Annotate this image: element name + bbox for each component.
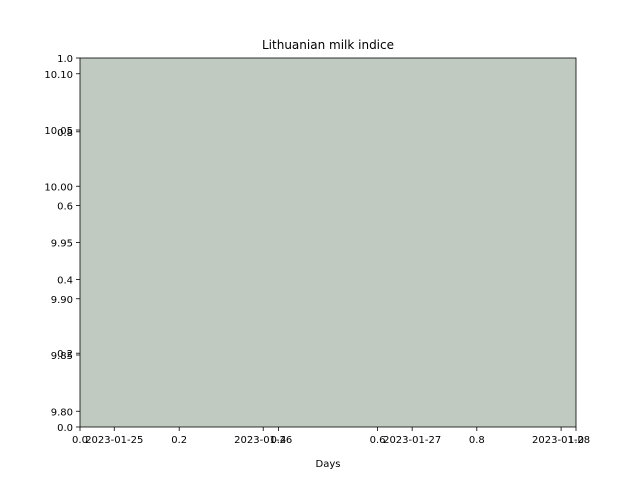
- twin-y-tick-label: 0.8: [57, 128, 73, 139]
- chart-title: Lithuanian milk indice: [262, 38, 394, 52]
- y-tick-label: 10.00: [44, 182, 73, 193]
- axes-ticks: 2023-01-25 2023-01-26 2023-01-27 2023-01-28…: [44, 54, 590, 446]
- plot-area: [80, 58, 576, 427]
- x-date-tick-label: 2023-01-28: [532, 435, 590, 446]
- y-tick-label: 9.90: [51, 295, 73, 306]
- y-tick-label: 10.10: [44, 70, 73, 81]
- y-tick-label: 9.95: [51, 239, 73, 250]
- y-tick-label: 10.05: [44, 126, 73, 137]
- twin-x-tick-label: 0.2: [171, 435, 187, 446]
- x-date-tick-label: 2023-01-25: [85, 435, 143, 446]
- twin-x-tick-label: 0.0: [72, 435, 88, 446]
- twin-y-tick-label: 1.0: [57, 54, 73, 65]
- twin-x-tick-label: 0.8: [469, 435, 485, 446]
- twin-y-tick-label: 0.0: [57, 423, 73, 434]
- twin-x-tick-label: 1.0: [568, 435, 584, 446]
- filled-area: [80, 58, 576, 427]
- x-axis-label: Days: [316, 459, 341, 470]
- twin-y-tick-label: 0.2: [57, 349, 73, 360]
- twin-x-tick-label: 0.4: [270, 435, 286, 446]
- y-tick-label: 9.80: [51, 407, 73, 418]
- x-date-tick-label: 2023-01-27: [383, 435, 441, 446]
- x-date-tick-label: 2023-01-26: [234, 435, 292, 446]
- twin-x-tick-label: 0.6: [370, 435, 386, 446]
- y-tick-label: 9.85: [51, 351, 73, 362]
- twin-y-tick-label: 0.4: [57, 275, 73, 286]
- twin-y-tick-label: 0.6: [57, 202, 73, 213]
